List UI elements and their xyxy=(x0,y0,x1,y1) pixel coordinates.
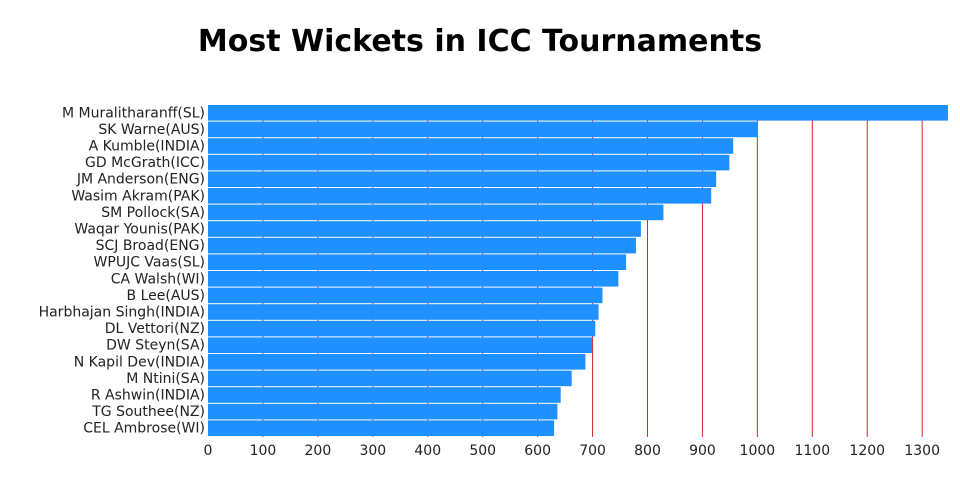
category-label-6: SM Pollock(SA) xyxy=(101,205,205,221)
x-tick-label-300: 300 xyxy=(359,443,386,459)
category-label-16: M Ntini(SA) xyxy=(126,371,205,387)
category-label-1: SK Warne(AUS) xyxy=(98,122,205,138)
bar-12 xyxy=(208,304,599,320)
bar-6 xyxy=(208,204,664,221)
x-tick-label-700: 700 xyxy=(579,443,606,459)
bar-18 xyxy=(208,403,558,420)
x-tick-label-800: 800 xyxy=(634,443,661,459)
x-axis-ticks: 0 100 200 300 400 500 600 700 800 900 1000 1100 1200… xyxy=(204,443,940,459)
x-tick-label-500: 500 xyxy=(469,443,496,459)
x-tick-label-1100: 1100 xyxy=(794,443,830,459)
category-label-9: WPUJC Vaas(SL) xyxy=(94,255,205,271)
category-label-7: Waqar Younis(PAK) xyxy=(74,222,205,238)
bar-2 xyxy=(208,138,734,154)
category-label-17: R Ashwin(INDIA) xyxy=(91,388,205,404)
bar-4 xyxy=(208,171,717,187)
category-label-2: A Kumble(INDIA) xyxy=(89,139,205,155)
category-label-4: JM Anderson(ENG) xyxy=(76,172,205,188)
x-tick-label-900: 900 xyxy=(689,443,716,459)
bar-19 xyxy=(208,420,555,436)
bar-17 xyxy=(208,387,561,403)
bar-13 xyxy=(208,320,596,337)
x-tick-label-400: 400 xyxy=(414,443,441,459)
category-label-13: DL Vettori(NZ) xyxy=(105,321,205,337)
bar-16 xyxy=(208,370,572,387)
bar-7 xyxy=(208,221,641,237)
x-tick-label-1000: 1000 xyxy=(740,443,776,459)
category-label-14: DW Steyn(SA) xyxy=(106,338,205,354)
bars xyxy=(208,105,948,436)
bar-11 xyxy=(208,287,603,304)
bar-15 xyxy=(208,354,586,370)
bar-0 xyxy=(208,105,948,121)
category-labels: M Muralitharanff(SL)SK Warne(AUS)A Kumbl… xyxy=(39,105,205,436)
bar-1 xyxy=(208,121,758,138)
bar-3 xyxy=(208,154,730,171)
x-tick-label-200: 200 xyxy=(305,443,332,459)
bar-9 xyxy=(208,254,627,270)
category-label-5: Wasim Akram(PAK) xyxy=(71,188,205,204)
category-label-0: M Muralitharanff(SL) xyxy=(62,105,205,121)
category-label-10: CA Walsh(WI) xyxy=(111,271,205,287)
category-label-8: SCJ Broad(ENG) xyxy=(96,238,205,254)
category-label-18: TG Southee(NZ) xyxy=(91,404,205,420)
x-tick-label-600: 600 xyxy=(524,443,551,459)
category-label-12: Harbhajan Singh(INDIA) xyxy=(39,305,205,321)
x-tick-label-100: 100 xyxy=(250,443,277,459)
bar-8 xyxy=(208,237,636,254)
category-label-11: B Lee(AUS) xyxy=(127,288,205,304)
x-tick-label-1200: 1200 xyxy=(849,443,885,459)
category-label-19: CEL Ambrose(WI) xyxy=(83,421,205,437)
x-tick-label-0: 0 xyxy=(204,443,213,459)
chart-title: Most Wickets in ICC Tournaments xyxy=(197,24,763,59)
category-label-3: GD McGrath(ICC) xyxy=(85,155,205,171)
bar-10 xyxy=(208,271,619,287)
category-label-15: N Kapil Dev(INDIA) xyxy=(74,354,205,370)
bar-14 xyxy=(208,337,593,353)
bar-5 xyxy=(208,188,712,204)
x-tick-label-1300: 1300 xyxy=(904,443,940,459)
